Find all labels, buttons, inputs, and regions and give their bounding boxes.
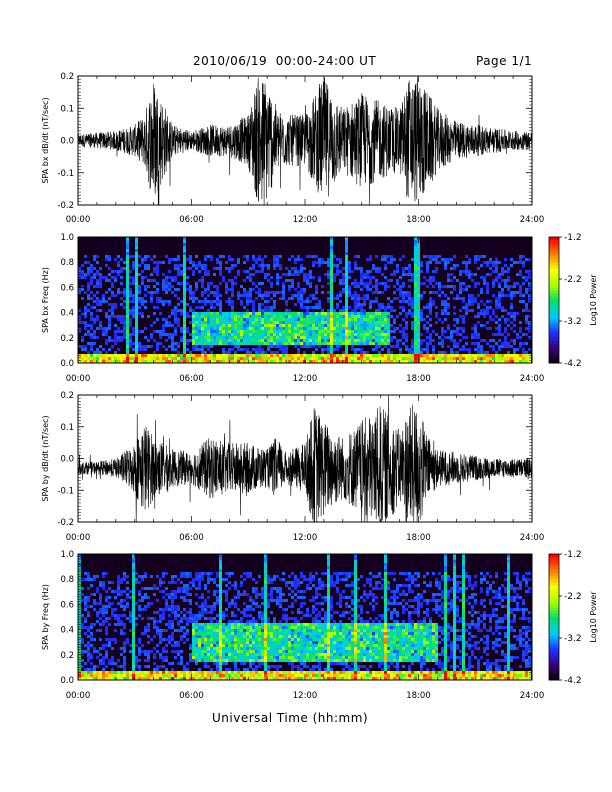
y-tick-label: 1.0 xyxy=(60,550,74,560)
x-tick-label: 12:00 xyxy=(293,215,318,225)
y-tick-label: -0.1 xyxy=(57,486,74,496)
colorbar-label: Log10 Power xyxy=(589,274,598,326)
x-tick-label: 24:00 xyxy=(520,533,545,543)
x-tick-label: 18:00 xyxy=(406,691,431,701)
colorbar-frame-4 xyxy=(548,553,560,681)
y-tick-label: 0.2 xyxy=(60,72,74,82)
x-tick-label: 06:00 xyxy=(179,691,204,701)
colorbar-label: Log10 Power xyxy=(589,591,598,643)
y-tick-label: 0.8 xyxy=(60,575,74,585)
y-tick-label: 0.0 xyxy=(60,359,74,369)
y-tick-label: 0.4 xyxy=(60,309,74,319)
colorbar-4 xyxy=(548,553,562,681)
colorbar-tick-label: -3.2 xyxy=(564,634,582,644)
x-tick-label: 24:00 xyxy=(520,374,545,384)
y-tick-label: 0.1 xyxy=(60,104,74,114)
y-tick-label: 0.0 xyxy=(60,455,74,465)
x-tick-label: 24:00 xyxy=(520,691,545,701)
x-tick-label: 00:00 xyxy=(66,691,91,701)
page-number: Page 1/1 xyxy=(476,54,533,68)
series-3-line xyxy=(77,394,533,523)
colorbar-tick-label: -1.2 xyxy=(564,550,582,560)
panel-2 xyxy=(77,236,562,364)
colorbar-tick-label: -1.2 xyxy=(564,233,582,243)
y-tick-label: 0.0 xyxy=(60,137,74,147)
y-tick-label: 0.6 xyxy=(60,600,74,610)
x-tick-label: 12:00 xyxy=(293,374,318,384)
x-tick-label: 06:00 xyxy=(179,533,204,543)
y-axis-label: SPA by Freq (Hz) xyxy=(41,584,50,650)
y-tick-label: 0.2 xyxy=(60,334,74,344)
y-tick-label: 0.2 xyxy=(60,391,74,401)
colorbar-tick-label: -2.2 xyxy=(564,275,582,285)
y-tick-label: 0.6 xyxy=(60,283,74,293)
panel-1 xyxy=(77,75,533,206)
colorbar-tick-label: -2.2 xyxy=(564,592,582,602)
y-tick-label: -0.2 xyxy=(57,201,74,211)
spectrogram-cells-2 xyxy=(78,237,531,363)
y-tick-label: -0.2 xyxy=(57,518,74,528)
x-tick-label: 18:00 xyxy=(406,215,431,225)
x-tick-label: 00:00 xyxy=(66,374,91,384)
x-tick-label: 24:00 xyxy=(520,215,545,225)
colorbar-frame-2 xyxy=(548,236,560,364)
y-axis-label: SPA by dB/dt (nT/sec) xyxy=(41,415,50,501)
y-tick-label: 0.0 xyxy=(60,676,74,686)
colorbar-tick-label: -4.2 xyxy=(564,676,582,686)
y-tick-label: 0.8 xyxy=(60,258,74,268)
panel-4 xyxy=(77,553,562,681)
x-tick-label: 00:00 xyxy=(66,533,91,543)
x-tick-label: 00:00 xyxy=(66,215,91,225)
y-tick-label: 0.2 xyxy=(60,651,74,661)
y-tick-label: 0.1 xyxy=(60,423,74,433)
colorbar-2 xyxy=(548,236,562,364)
x-tick-label: 12:00 xyxy=(293,533,318,543)
spectrogram-cells-4 xyxy=(78,554,531,680)
x-tick-label: 06:00 xyxy=(179,215,204,225)
y-tick-label: 1.0 xyxy=(60,233,74,243)
panel-3 xyxy=(77,394,533,523)
page-title: 2010/06/19 00:00-24:00 UT xyxy=(193,54,377,68)
x-tick-label: 12:00 xyxy=(293,691,318,701)
colorbar-tick-label: -4.2 xyxy=(564,359,582,369)
y-tick-label: 0.4 xyxy=(60,626,74,636)
series-1-line xyxy=(77,76,533,206)
x-tick-label: 18:00 xyxy=(406,374,431,384)
x-axis-label: Universal Time (hh:mm) xyxy=(212,711,369,725)
colorbar-tick-label: -3.2 xyxy=(564,317,582,327)
y-tick-label: -0.1 xyxy=(57,169,74,179)
y-axis-label: SPA bx dB/dt (nT/sec) xyxy=(41,97,50,183)
x-tick-label: 18:00 xyxy=(406,533,431,543)
x-tick-label: 06:00 xyxy=(179,374,204,384)
y-axis-label: SPA bx Freq (Hz) xyxy=(41,267,50,333)
